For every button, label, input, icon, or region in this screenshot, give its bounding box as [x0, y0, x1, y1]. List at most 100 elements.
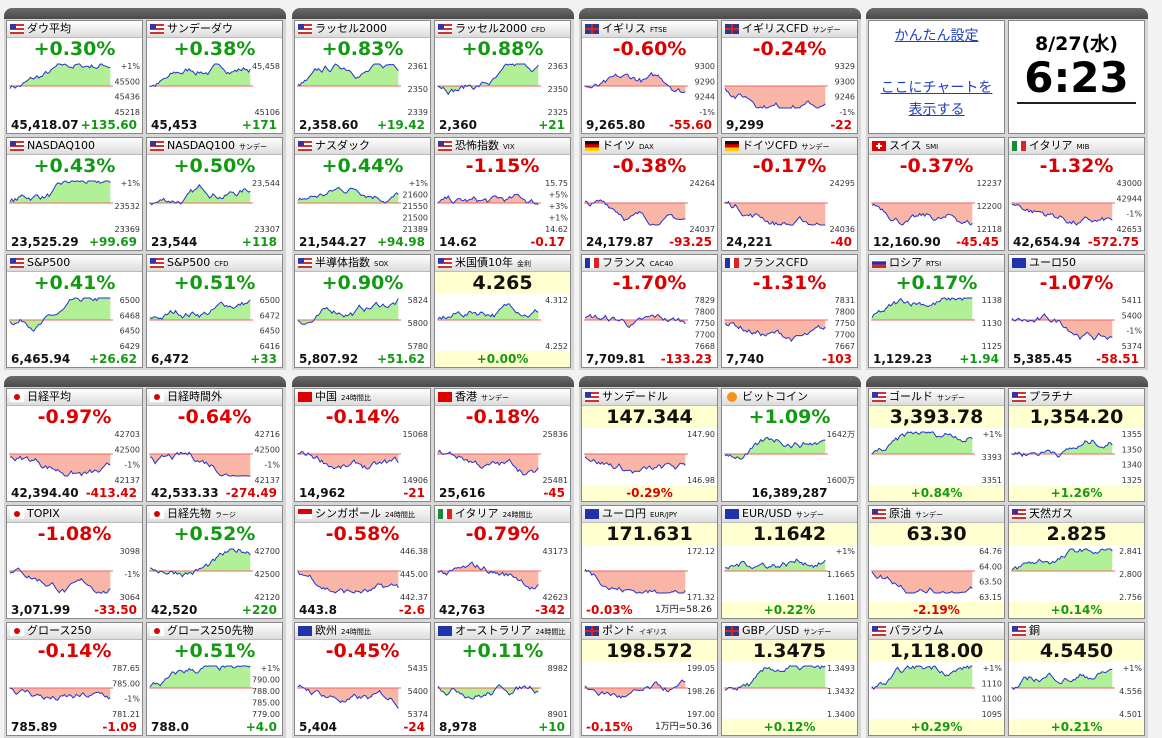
- footer-price: 42,394.40: [11, 486, 79, 500]
- tile-header: フランス CAC40: [582, 255, 717, 272]
- tile-header: ユーロ円 EUR/JPY: [582, 506, 717, 523]
- chart-link[interactable]: ここにチャートを表示する: [880, 80, 993, 118]
- flag-part: [1012, 392, 1018, 397]
- market-tile[interactable]: ビットコイン +1.09% 1642万 1600万 16,389,287: [721, 388, 858, 502]
- market-tile[interactable]: ダウ平均 +0.30% +1% 45500 45436 45218 45,418.07 +13…: [6, 20, 143, 134]
- tile-headline: 4.265: [435, 272, 570, 294]
- change-area: [150, 64, 251, 87]
- market-tile[interactable]: スイス SMI -0.37% 12237 12200 12118 12,160.90 -45.…: [868, 137, 1005, 251]
- market-tile[interactable]: ラッセル2000 +0.83% 2361 2350 2339 2,358.60 +19.42: [294, 20, 431, 134]
- tile-footer: +0.21%: [1009, 719, 1144, 735]
- footer-price: 785.89: [11, 720, 58, 734]
- price-line: [724, 436, 826, 460]
- market-tile[interactable]: ゴールド サンデー 3,393.78 +1% 3393 3351 +0.84%: [868, 388, 1005, 502]
- market-tile[interactable]: 原油 サンデー 63.30 64.76 64.00 63.50 63.15 -2.19%: [868, 505, 1005, 619]
- tile-headline: -0.14%: [325, 406, 400, 428]
- axis-label: 1125: [982, 342, 1002, 351]
- price-line: [149, 183, 251, 206]
- sparkline: 42700 42500 42120: [149, 547, 280, 602]
- market-tile[interactable]: 日経時間外 -0.64% 42716 42500 -1% 42137 42,533.33 -2…: [146, 388, 283, 502]
- tile-name: 香港 サンデー: [455, 390, 509, 403]
- tile-tag: CAC40: [649, 260, 674, 268]
- market-tile[interactable]: 天然ガス 2.825 2.841 2.800 2.756 +0.14%: [1008, 505, 1145, 619]
- market-tile[interactable]: 米国債10年 金利 4.265 4.312 4.252 +0.00%: [434, 254, 571, 368]
- settings-link[interactable]: かんたん設定: [894, 28, 979, 44]
- market-tile[interactable]: 欧州 24時間比 -0.45% 5435 5400 5374 5,404 -24: [294, 622, 431, 736]
- axis-label: 1110: [982, 679, 1002, 688]
- market-tile[interactable]: フランス CAC40 -1.70% 7829 7800 7750 7700 7668 7,709…: [581, 254, 718, 368]
- market-tile[interactable]: イギリスCFD サンデー -0.24% 9329 9300 9246 -1% 9,299 -22: [721, 20, 858, 134]
- market-tile[interactable]: イタリア 24時間比 -0.79% 43173 42623 42,763 -342: [434, 505, 571, 619]
- market-tile[interactable]: ラッセル2000 CFD +0.88% 2363 2350 2325 2,360 +21: [434, 20, 571, 134]
- axis-label: 7800: [835, 308, 855, 317]
- market-tile[interactable]: 恐怖指数 VIX -1.15% 15.75 +5% +3% +1% 14.62 14.62 -0.…: [434, 137, 571, 251]
- tile-footer: 785.89 -1.09: [7, 719, 142, 735]
- market-tile[interactable]: GBP／USD サンデー 1.3475 1.3493 1.3432 1.3400 +0.12…: [721, 622, 858, 736]
- flag-icon: [725, 141, 739, 151]
- market-tile[interactable]: TOPIX -1.08% 3098 -1% 3064 3,071.99 -33.50: [6, 505, 143, 619]
- flag-part: [10, 24, 16, 29]
- market-tile[interactable]: ユーロ円 EUR/JPY 171.631 172.12 171.32 -0.03% 1万円=…: [581, 505, 718, 619]
- market-tile[interactable]: サンデーダウ +0.38% 45,458 45106 45,453 +171: [146, 20, 283, 134]
- price-line: [871, 431, 973, 455]
- tile-header: 恐怖指数 VIX: [435, 138, 570, 155]
- market-tile[interactable]: ポンド イギリス 198.572 199.05 198.26 197.00 -0.15% 1万…: [581, 622, 718, 736]
- sparkline: 1642万 1600万: [724, 430, 855, 485]
- axis-label: 6429: [120, 342, 140, 351]
- market-tile[interactable]: イギリス FTSE -0.60% 9300 9290 9244 -1% 9,265.80 -55…: [581, 20, 718, 134]
- axis-label: 5374: [1122, 342, 1142, 351]
- tile-tag: サンデー: [481, 394, 509, 402]
- market-tile[interactable]: S&P500 +0.41% 6500 6468 6450 6429 6,465.94 +26.…: [6, 254, 143, 368]
- footer-price: 3,071.99: [11, 603, 71, 617]
- market-tile[interactable]: EUR/USD サンデー 1.1642 +1% 1.1665 1.1601 +0.22%: [721, 505, 858, 619]
- market-tile[interactable]: グロース250先物 +0.51% +1% 790.00 788.00 785.00 779.…: [146, 622, 283, 736]
- market-tile[interactable]: 日経平均 -0.97% 42703 42500 -1% 42137 42,394.40 -41…: [6, 388, 143, 502]
- flag-icon: [872, 626, 886, 636]
- market-tile[interactable]: 日経先物 ラージ +0.52% 42700 42500 42120 42,520 +220: [146, 505, 283, 619]
- tile-name: イギリス FTSE: [602, 22, 668, 35]
- market-tile[interactable]: NASDAQ100 サンデー +0.50% 23,544 23307 23,544 +118: [146, 137, 283, 251]
- market-tile[interactable]: NASDAQ100 +0.43% +1% 23532 23369 23,525.29 +99…: [6, 137, 143, 251]
- footer-value: +0.84%: [910, 486, 963, 500]
- market-tile[interactable]: パラジウム 1,118.00 +1% 1110 1100 1095 +0.29%: [868, 622, 1005, 736]
- axis-label: 45218: [115, 108, 140, 117]
- axis-label: 4.556: [1119, 687, 1142, 696]
- market-tile[interactable]: 香港 サンデー -0.18% 25836 25481 25,616 -45: [434, 388, 571, 502]
- market-tile[interactable]: ドイツ DAX -0.38% 24264 24037 24,179.87 -93.25: [581, 137, 718, 251]
- tile-name: 半導体指数 SOX: [315, 256, 389, 269]
- flag-part: [585, 509, 599, 519]
- footer-change: -1.09: [102, 720, 137, 734]
- market-tile[interactable]: ロシア RTSI +0.17% 1138 1130 1125 1,129.23 +1.94: [868, 254, 1005, 368]
- tile-header: ポンド イギリス: [582, 623, 717, 640]
- flag-icon: [10, 24, 24, 34]
- change-area: [298, 451, 399, 470]
- market-tile[interactable]: プラチナ 1,354.20 1355 1350 1340 1325 +1.26%: [1008, 388, 1145, 502]
- market-tile[interactable]: ドイツCFD サンデー -0.17% 24295 24036 24,221 -40: [721, 137, 858, 251]
- flag-icon: [725, 626, 739, 636]
- market-tile[interactable]: グロース250 -0.14% 787.65 785.00 -1% 781.21 785.89…: [6, 622, 143, 736]
- sparkline: 5411 5400 -1% 5374: [1011, 296, 1142, 351]
- price-line: [437, 561, 539, 590]
- price-line: [437, 63, 539, 96]
- price-line: [724, 88, 826, 109]
- axis-label: 5780: [408, 342, 428, 351]
- price-line: [724, 200, 826, 226]
- market-tile[interactable]: イタリア MIB -1.32% 43000 42944 -1% 42653 42,654.94…: [1008, 137, 1145, 251]
- market-tile[interactable]: S&P500 CFD +0.51% 6500 6472 6450 6416 6,472 +33: [146, 254, 283, 368]
- market-tile[interactable]: オーストラリア 24時間比 +0.11% 8982 8901 8,978 +10: [434, 622, 571, 736]
- tile-footer: 5,385.45 -58.51: [1009, 351, 1144, 367]
- footer-value: +0.21%: [1050, 720, 1103, 734]
- market-tile[interactable]: ユーロ50 -1.07% 5411 5400 -1% 5374 5,385.45 -58.51: [1008, 254, 1145, 368]
- market-tile[interactable]: 銅 4.5450 +1% 4.556 4.501 +0.21%: [1008, 622, 1145, 736]
- tile-tag: サンデー: [803, 628, 832, 636]
- market-tile[interactable]: サンデードル 147.344 147.90 146.98 -0.29%: [581, 388, 718, 502]
- market-tile[interactable]: 半導体指数 SOX +0.90% 5824 5800 5780 5,807.92 +51.62: [294, 254, 431, 368]
- tile-footer: +0.00%: [435, 351, 570, 367]
- price-line: [9, 455, 111, 477]
- market-tile[interactable]: シンガポール 24時間比 -0.58% 446.38 445.00 442.37 443.8…: [294, 505, 431, 619]
- tile-footer: 7,740 -103: [722, 351, 857, 367]
- market-tile[interactable]: 中国 24時間比 -0.14% 15068 14906 14,962 -21: [294, 388, 431, 502]
- market-tile[interactable]: ナスダック +0.44% +1% 21600 21550 21500 21389 21,544…: [294, 137, 431, 251]
- market-tile[interactable]: フランスCFD -1.31% 7831 7800 7750 7700 7667 7,740 -1…: [721, 254, 858, 368]
- footer-change: +171: [241, 118, 277, 132]
